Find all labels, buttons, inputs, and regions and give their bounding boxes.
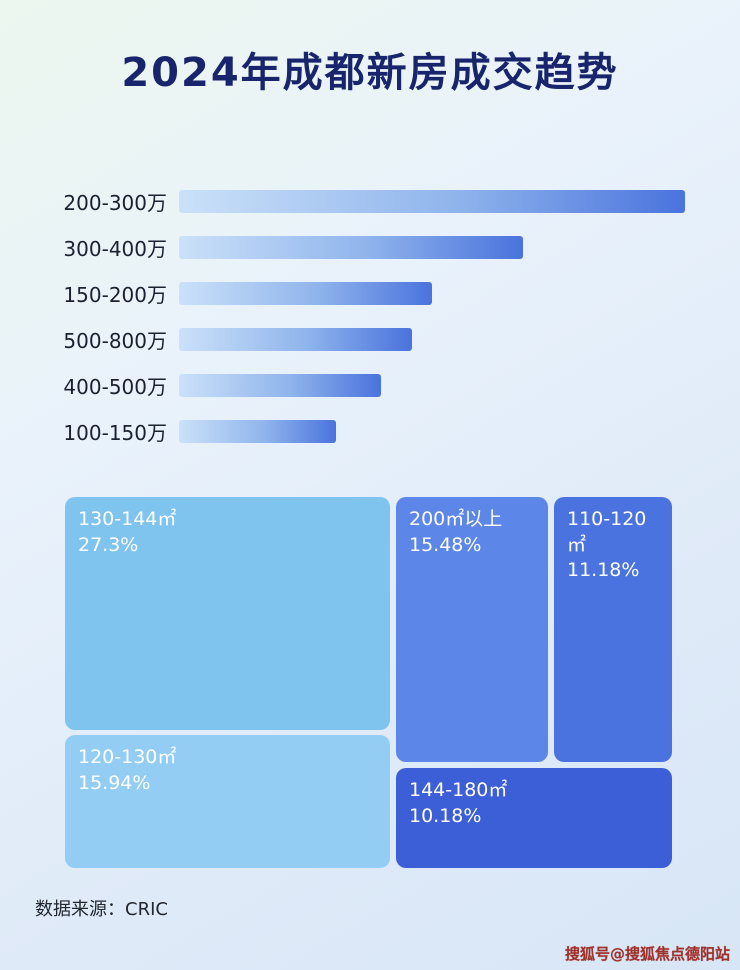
bar-track	[179, 281, 685, 305]
bar	[179, 419, 336, 443]
bar	[179, 327, 412, 351]
treemap-tile-130-144: 130-144㎡ 27.3%	[65, 497, 390, 730]
treemap-tile-144-180: 144-180㎡ 10.18%	[396, 768, 672, 868]
bar-track	[179, 419, 685, 443]
bar-row: 400-500万	[55, 362, 685, 408]
bar-track	[179, 327, 685, 351]
watermark: 搜狐号@搜狐焦点德阳站	[564, 945, 730, 963]
tile-label: 110-120㎡	[567, 508, 647, 556]
bar	[179, 235, 524, 259]
tile-label: 120-130㎡	[78, 746, 177, 768]
bar-category-label: 300-400万	[63, 236, 167, 261]
tile-pct: 15.94%	[78, 771, 151, 794]
area-share-treemap: 130-144㎡ 27.3% 200㎡以上 15.48% 110-120㎡ 11…	[65, 497, 672, 868]
bar-track	[179, 189, 685, 213]
tile-pct: 11.18%	[567, 559, 640, 582]
page-title: 2024年成都新房成交趋势	[121, 50, 619, 96]
bar-row: 200-300万	[55, 178, 685, 224]
bar	[179, 281, 432, 305]
bar-row: 500-800万	[55, 316, 685, 362]
bar-category-label: 200-300万	[63, 190, 167, 215]
bar-category-label: 100-150万	[63, 420, 167, 445]
tile-label: 144-180㎡	[409, 779, 508, 801]
tile-pct: 27.3%	[78, 533, 139, 556]
data-source-note: 数据来源：CRIC	[35, 899, 168, 920]
bar-track	[179, 235, 685, 259]
bar-track	[179, 373, 685, 397]
tile-label: 130-144㎡	[78, 508, 177, 530]
bar-row: 300-400万	[55, 224, 685, 270]
treemap-tile-120-130: 120-130㎡ 15.94%	[65, 735, 390, 868]
treemap-tile-110-120: 110-120㎡ 11.18%	[554, 497, 672, 762]
treemap-tile-200-plus: 200㎡以上 15.48%	[396, 497, 548, 762]
tile-label: 200㎡以上	[409, 508, 503, 530]
bar-category-label: 150-200万	[63, 282, 167, 307]
bar-row: 150-200万	[55, 270, 685, 316]
bar-category-label: 400-500万	[63, 374, 167, 399]
bar	[179, 373, 382, 397]
bar-category-label: 500-800万	[63, 328, 167, 353]
tile-pct: 10.18%	[409, 804, 482, 827]
bar-row: 100-150万	[55, 408, 685, 454]
price-range-bar-chart: 200-300万 300-400万 150-200万 500-800万 400-…	[55, 178, 685, 454]
bar	[179, 189, 685, 213]
tile-pct: 15.48%	[409, 533, 482, 556]
